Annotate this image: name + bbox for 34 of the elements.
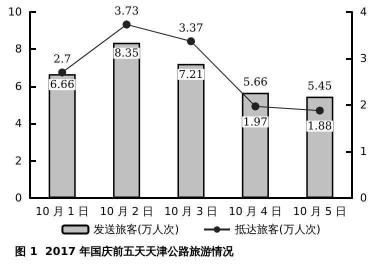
point — [316, 106, 324, 115]
data-label: 7.21 — [178, 68, 204, 81]
y-tick-label: 10 — [8, 6, 22, 18]
point — [122, 20, 131, 29]
y-tick-label: 4 — [15, 117, 22, 130]
x-tick-label: 10 月 3 日 — [164, 205, 218, 218]
y2-tick-label: 4 — [360, 6, 367, 18]
x-tick-label: 10 月 2 日 — [100, 205, 154, 218]
point — [251, 102, 260, 110]
data-label: 6.66 — [50, 78, 74, 92]
data-label: 3.37 — [178, 21, 204, 34]
point — [187, 37, 195, 46]
text: 图 1 2017 年国庆前五天天津公路旅游情况 — [15, 245, 235, 258]
data-label: 2.7 — [53, 52, 71, 66]
data-label: 5.66 — [243, 76, 268, 89]
y-tick-label: 0 — [15, 192, 22, 204]
data-label: 5.45 — [308, 80, 332, 93]
data-label: 8.35 — [114, 46, 139, 60]
y2-tick-label: 1 — [360, 145, 367, 158]
y-tick-label: 6 — [15, 80, 22, 93]
y2-tick-label: 0 — [360, 192, 367, 204]
y-tick-label: 2 — [15, 154, 22, 168]
x-tick-label: 10 月 4 日 — [228, 205, 282, 218]
x-tick-label: 10 月 5 日 — [293, 205, 347, 218]
y2-tick-label: 2 — [360, 98, 367, 112]
data-label: 1.97 — [243, 115, 268, 128]
legend-label: 发送旅客(万人次) — [93, 223, 180, 236]
y2-tick-label: 3 — [360, 52, 367, 65]
point — [58, 68, 66, 76]
data-label: 1.88 — [308, 120, 332, 133]
y-tick-label: 8 — [15, 42, 22, 56]
data-label: 3.73 — [114, 4, 139, 18]
legend-label: 抵达旅客(万人次) — [234, 223, 321, 236]
x-tick-label: 10 月 1 日 — [35, 205, 89, 218]
